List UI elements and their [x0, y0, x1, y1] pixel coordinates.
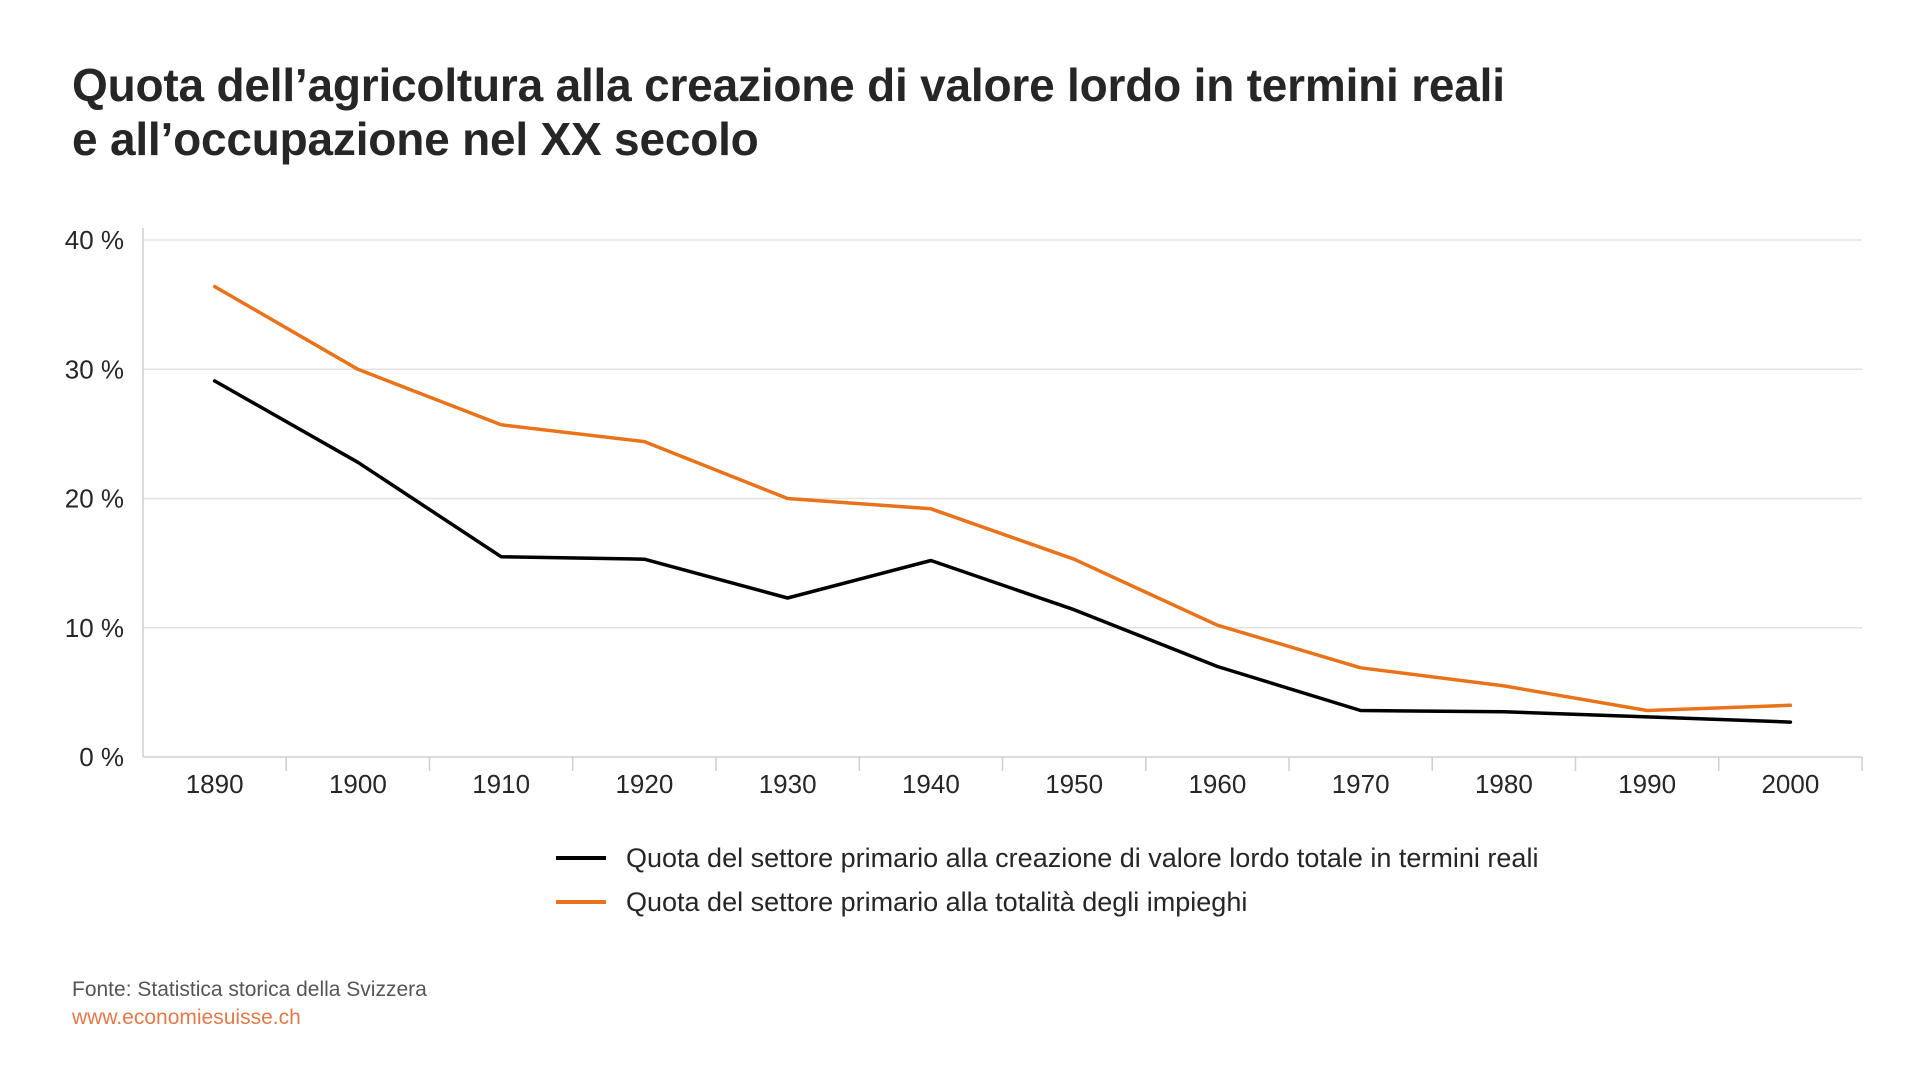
y-tick-label: 40 %	[65, 225, 124, 255]
legend-label-employment: Quota del settore primario alla totalità…	[626, 886, 1248, 917]
y-tick-label: 20 %	[65, 484, 124, 514]
source-note: Fonte: Statistica storica della Svizzera	[72, 978, 427, 1001]
x-tick-label: 1890	[186, 769, 244, 799]
x-tick-label: 1900	[329, 769, 387, 799]
y-tick-label: 0 %	[79, 742, 124, 772]
x-tick-label: 1980	[1475, 769, 1533, 799]
website-link[interactable]: www.economiesuisse.ch	[72, 1006, 301, 1029]
x-tick-label: 1930	[759, 769, 817, 799]
series-line-value-added	[212, 379, 1793, 724]
x-tick-label: 1940	[902, 769, 960, 799]
line-chart: 0 % 10 % 20 % 30 % 40 % 1890 1900 1910 1920 1930 1…	[65, 225, 1863, 799]
x-tick-label: 1950	[1045, 769, 1103, 799]
legend-label-value-added: Quota del settore primario alla creazion…	[626, 842, 1539, 873]
x-tick-label: 1920	[615, 769, 673, 799]
legend-item-employment: Quota del settore primario alla totalità…	[556, 880, 1538, 924]
x-tick-label: 1960	[1188, 769, 1246, 799]
x-tick-label: 1910	[472, 769, 530, 799]
series-line-employment	[212, 284, 1793, 713]
footer: Fonte: Statistica storica della Svizzera…	[72, 976, 427, 1032]
grid-lines	[143, 239, 1862, 629]
legend-swatch-value-added	[556, 856, 606, 860]
y-tick-label: 30 %	[65, 354, 124, 384]
y-tick-label: 10 %	[65, 613, 124, 643]
x-tick-label: 1990	[1618, 769, 1676, 799]
chart-title-line-2: e all’occupazione nel XX secolo	[72, 113, 759, 165]
legend-swatch-employment	[556, 900, 606, 904]
x-tick-label: 2000	[1761, 769, 1819, 799]
legend: Quota del settore primario alla creazion…	[556, 836, 1538, 924]
chart-title: Quota dell’agricoltura alla creazione di…	[72, 58, 1772, 166]
axes	[142, 228, 1863, 771]
x-tick-label: 1970	[1332, 769, 1390, 799]
legend-item-value-added: Quota del settore primario alla creazion…	[556, 836, 1538, 880]
chart-title-line-1: Quota dell’agricoltura alla creazione di…	[72, 59, 1505, 111]
tick-labels: 0 % 10 % 20 % 30 % 40 % 1890 1900 1910 1920 1930 1…	[65, 225, 1820, 799]
series-lines	[212, 284, 1793, 724]
